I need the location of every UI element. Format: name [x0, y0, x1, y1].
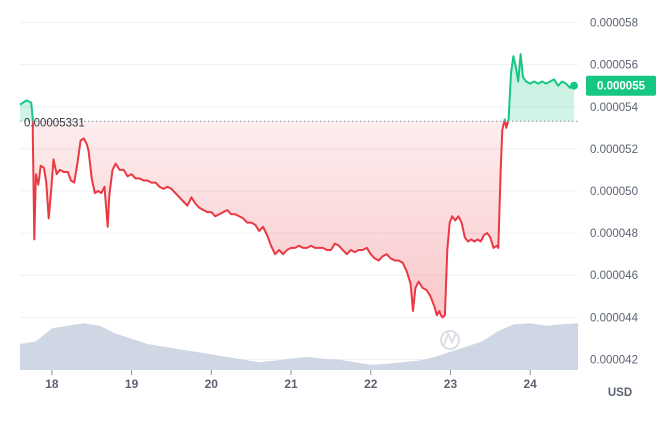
reference-line: 0.00005331: [20, 117, 578, 129]
y-tick-label: 0.000048: [590, 228, 638, 240]
current-price-tag: 0.000055: [570, 75, 656, 96]
price-tag-bg: [586, 75, 656, 96]
price-line: [19, 53, 575, 319]
currency-label: USD: [608, 387, 632, 399]
y-axis-ticks: 0.000042 0.000044 0.000046 0.000048 0.000050…: [590, 18, 639, 367]
y-tick-label: 0.000044: [590, 312, 639, 324]
reference-price-label: 0.00005331: [24, 117, 85, 129]
price-area: [20, 54, 574, 318]
price-line-down: [31, 121, 510, 319]
x-tick-label: 24: [523, 377, 537, 391]
x-tick-label: 21: [284, 377, 298, 391]
current-price-label: 0.000055: [597, 81, 646, 93]
x-tick-label: 18: [45, 377, 59, 391]
x-tick-label: 22: [364, 377, 378, 391]
y-tick-label: 0.000050: [590, 186, 638, 198]
x-axis-ticks: 18 19 20 21 22 23 24: [45, 370, 537, 391]
volume-area: [20, 323, 578, 370]
coingecko-watermark: [440, 330, 460, 350]
volume-shape: [20, 323, 578, 370]
above-reference-fill: [20, 54, 574, 122]
y-tick-label: 0.000052: [590, 144, 638, 156]
x-tick-label: 20: [205, 377, 219, 391]
y-tick-label: 0.000056: [590, 60, 638, 72]
x-tick-label: 19: [125, 377, 139, 391]
y-tick-label: 0.000058: [590, 18, 638, 30]
below-reference-fill: [20, 121, 574, 318]
last-price-dot: [570, 81, 579, 90]
x-tick-label: 23: [444, 377, 458, 391]
y-tick-label: 0.000046: [590, 270, 638, 282]
y-tick-label: 0.000042: [590, 354, 638, 366]
y-tick-label: 0.000054: [590, 102, 639, 114]
